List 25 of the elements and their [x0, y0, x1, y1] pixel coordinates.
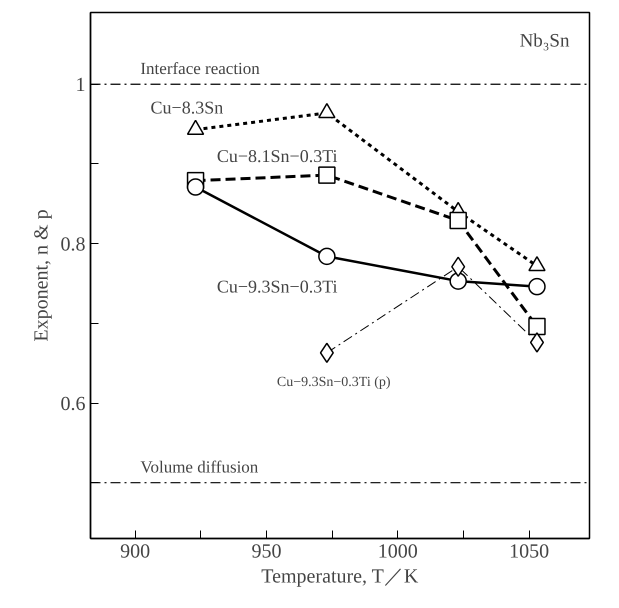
point	[528, 318, 546, 336]
point	[449, 212, 467, 230]
annotation: Nb₃Sn	[520, 30, 570, 52]
point	[318, 166, 336, 184]
point	[449, 272, 467, 290]
x-tick-label: 1000	[378, 540, 418, 562]
x-axis-title: Temperature, T／K	[261, 566, 419, 588]
x-tick-label: 950	[251, 540, 282, 562]
point	[530, 332, 544, 353]
y-axis-title: Exponent, n & p	[30, 209, 52, 342]
point	[186, 120, 204, 136]
series-label: Cu−9.3Sn−0.3Ti	[216, 276, 338, 296]
y-tick-label: 0.8	[60, 234, 86, 256]
y-tick-label: 0.6	[60, 393, 86, 416]
series-label: Cu−8.3Sn	[150, 98, 224, 118]
series-label: Cu−9.3Sn−0.3Ti (p)	[276, 374, 391, 390]
ref-line-label: Interface reaction	[140, 59, 260, 78]
ref-line-label: Volume diffusion	[140, 458, 259, 477]
x-tick-label: 900	[120, 540, 150, 562]
x-tick-label: 1050	[509, 540, 550, 562]
point	[528, 278, 546, 296]
y-tick-label: 1	[76, 74, 86, 96]
series-label: Cu−8.1Sn−0.3Ti	[216, 146, 338, 166]
point	[186, 178, 204, 196]
point	[318, 248, 336, 266]
